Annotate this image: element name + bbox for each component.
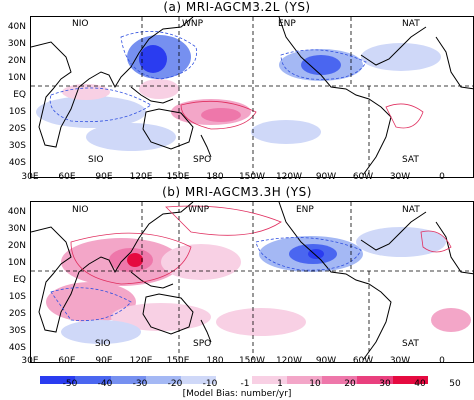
region-label-wnp-a: WNP	[182, 19, 204, 29]
lon-label-b: 60W	[352, 356, 374, 366]
colorbar-swatch	[110, 376, 146, 384]
lon-label-a: 150E	[166, 172, 190, 182]
lon-label-b: 180	[206, 356, 224, 366]
lat-label-b: 40S	[8, 343, 26, 353]
lat-label-a: 40N	[7, 22, 26, 32]
colorbar-tick: -40	[97, 379, 113, 389]
panel-b-title: (b) MRI-AGCM3.3H (YS)	[162, 185, 312, 199]
lat-label-b: 30S	[8, 326, 26, 336]
lon-label-a: 120W	[275, 172, 303, 182]
lon-label-a: 30W	[389, 172, 411, 182]
lon-label-b: 0	[439, 356, 445, 366]
lat-label-b: 30N	[7, 224, 26, 234]
colorbar-swatch	[251, 376, 287, 384]
lon-label-a: 120E	[129, 172, 153, 182]
colorbar-swatch	[40, 376, 76, 384]
colorbar-swatch	[75, 376, 111, 384]
lon-label-a: 60E	[58, 172, 76, 182]
panel-b-map-svg	[31, 202, 473, 362]
colorbar-tick: -20	[167, 379, 183, 389]
colorbar-swatch	[392, 376, 428, 384]
panel-a-map-svg	[31, 17, 473, 177]
lon-label-b: 60E	[58, 356, 76, 366]
region-label-sat-b: SAT	[402, 339, 419, 349]
region-label-wnp-b: WNP	[188, 205, 210, 215]
colorbar-tick: 50	[449, 379, 461, 389]
lat-label-a: 20N	[7, 56, 26, 66]
region-label-enp-a: ENP	[278, 19, 296, 29]
lon-label-a: 180	[206, 172, 224, 182]
colorbar-tick: -10	[202, 379, 218, 389]
lat-label-a: 40S	[8, 158, 26, 168]
colorbar-swatch	[216, 376, 252, 384]
lon-label-b: 90W	[315, 356, 337, 366]
colorbar-tick: -30	[132, 379, 148, 389]
colorbar-swatch	[145, 376, 182, 384]
colorbar-tick: 1	[277, 379, 283, 389]
region-label-sio-b: SIO	[95, 339, 111, 349]
colorbar-tick: -1	[240, 379, 250, 389]
region-label-sat-a: SAT	[402, 155, 419, 165]
lat-label-a: 10S	[8, 107, 26, 117]
lat-label-b: 10N	[7, 258, 26, 268]
region-label-sio-a: SIO	[88, 155, 104, 165]
region-label-nat-a: NAT	[402, 19, 420, 29]
colorbar-tick: 30	[379, 379, 391, 389]
colorbar-tick: 20	[344, 379, 356, 389]
lon-label-b: 90E	[95, 356, 113, 366]
lat-label-b: 40N	[7, 207, 26, 217]
colorbar-tick: -50	[62, 379, 78, 389]
colorbar-swatch	[322, 376, 358, 384]
lat-label-a: 20S	[8, 124, 26, 134]
lon-label-b: 120W	[275, 356, 303, 366]
region-label-nio-a: NIO	[72, 19, 89, 29]
lon-label-a: 60W	[352, 172, 374, 182]
lon-label-b: 150W	[238, 356, 266, 366]
lon-label-b: 120E	[129, 356, 153, 366]
colorbar-caption: [Model Bias: number/yr]	[182, 389, 292, 399]
lon-label-a: 90W	[315, 172, 337, 182]
region-label-spo-a: SPO	[193, 155, 212, 165]
colorbar-swatch	[286, 376, 323, 384]
lat-label-a: 10N	[7, 73, 26, 83]
colorbar-tick: 40	[414, 379, 426, 389]
lat-label-b: 20N	[7, 241, 26, 251]
lon-label-b: 30E	[21, 356, 39, 366]
panel-a-title: (a) MRI-AGCM3.2L (YS)	[163, 0, 311, 14]
lat-label-a: 30S	[8, 141, 26, 151]
region-label-spo-b: SPO	[193, 339, 212, 349]
lon-label-a: 150W	[238, 172, 266, 182]
colorbar-swatch	[181, 376, 217, 384]
colorbar	[40, 376, 428, 384]
lat-label-a: 30N	[7, 39, 26, 49]
panel-a-map	[30, 16, 474, 178]
lat-label-a: EQ	[13, 90, 26, 100]
lon-label-a: 0	[439, 172, 445, 182]
region-label-enp-b: ENP	[296, 205, 314, 215]
lon-label-a: 30E	[21, 172, 39, 182]
region-label-nio-b: NIO	[72, 205, 89, 215]
region-label-nat-b: NAT	[402, 205, 420, 215]
lat-label-b: EQ	[13, 275, 26, 285]
lon-label-a: 90E	[95, 172, 113, 182]
panel-b-map	[30, 201, 474, 363]
lon-label-b: 30W	[389, 356, 411, 366]
colorbar-tick: 10	[309, 379, 321, 389]
lat-label-b: 10S	[8, 292, 26, 302]
lat-label-b: 20S	[8, 309, 26, 319]
lon-label-b: 150E	[166, 356, 190, 366]
colorbar-swatch	[357, 376, 393, 384]
